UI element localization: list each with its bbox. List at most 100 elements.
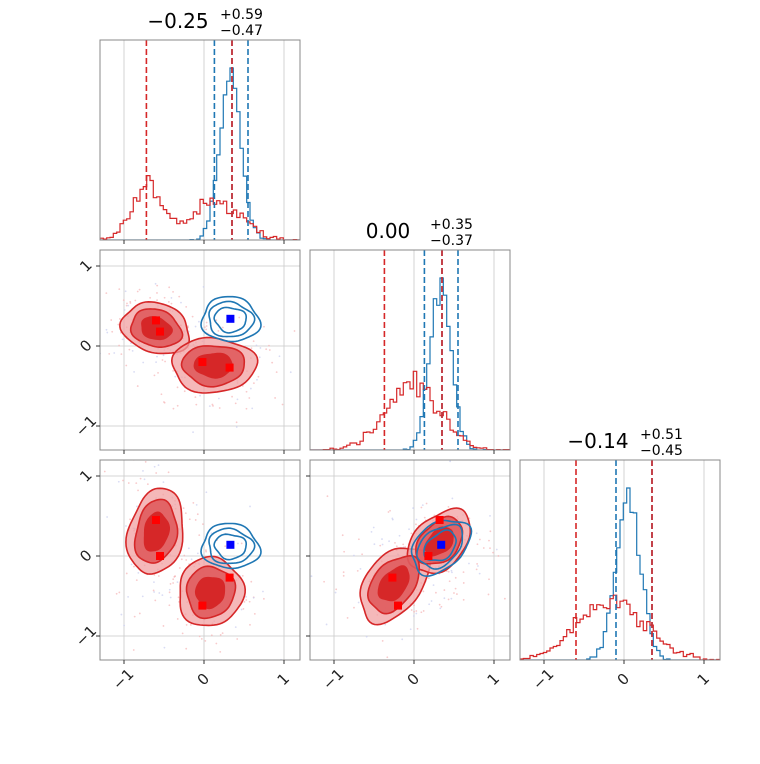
- sample-point: [192, 431, 194, 434]
- title-minus: −0.45: [640, 443, 683, 459]
- sample-point: [251, 407, 254, 410]
- sample-point: [361, 553, 364, 556]
- sample-point: [185, 306, 188, 308]
- sample-point: [185, 624, 188, 626]
- sample-point: [237, 542, 239, 545]
- sample-point: [497, 555, 500, 557]
- sample-point: [176, 386, 179, 389]
- sample-point: [196, 552, 199, 555]
- sample-point: [427, 577, 430, 580]
- sample-point: [398, 534, 401, 537]
- sample-point: [262, 597, 265, 600]
- sample-point: [386, 656, 389, 659]
- sample-point: [137, 571, 140, 574]
- y-tick-label: −1: [72, 412, 100, 440]
- blue-marker: [226, 314, 235, 323]
- sample-point: [194, 325, 197, 328]
- sample-point: [234, 402, 237, 405]
- sample-point: [173, 576, 176, 578]
- sample-point: [164, 360, 166, 363]
- sample-point: [153, 573, 156, 576]
- sample-point: [149, 296, 152, 299]
- sample-point: [343, 550, 346, 553]
- blue-contour: [213, 306, 247, 334]
- sample-point: [189, 624, 192, 626]
- sample-point: [111, 330, 114, 333]
- sample-point: [204, 326, 206, 329]
- sample-point: [236, 638, 239, 640]
- sample-point: [127, 596, 129, 598]
- sample-point: [176, 581, 179, 584]
- sample-point: [199, 394, 201, 397]
- sample-point: [249, 623, 251, 626]
- sample-point: [154, 282, 157, 285]
- sample-point: [379, 544, 382, 547]
- sample-point: [117, 480, 120, 483]
- sample-point: [127, 482, 130, 484]
- x-tick-label: 1: [694, 670, 713, 689]
- sample-point: [156, 292, 158, 294]
- red-marker: [156, 327, 164, 336]
- sample-point: [168, 588, 171, 591]
- blue-contour: [415, 523, 464, 570]
- sample-point: [334, 591, 337, 594]
- sample-point: [152, 589, 155, 592]
- x-tick-label: −1: [319, 665, 347, 693]
- sample-point: [353, 606, 355, 609]
- sample-point: [408, 528, 410, 531]
- sample-point: [118, 591, 121, 594]
- sample-point: [113, 352, 116, 354]
- sample-point: [372, 526, 375, 529]
- sample-point: [194, 519, 197, 521]
- blue-contour: [208, 527, 256, 565]
- sample-point: [138, 288, 141, 291]
- sample-point: [146, 483, 149, 486]
- sample-point: [450, 597, 453, 600]
- sample-point: [172, 369, 175, 372]
- sample-point: [262, 590, 264, 593]
- x-tick-label: 0: [404, 670, 423, 689]
- sample-point: [142, 470, 144, 472]
- sample-point: [156, 284, 159, 287]
- sample-point: [185, 647, 188, 650]
- title-minus: −0.37: [430, 233, 473, 249]
- panel-2-0-content: [103, 460, 282, 660]
- title-median: −0.14: [567, 429, 628, 453]
- sample-point: [257, 375, 260, 378]
- sample-point: [451, 571, 453, 574]
- red-histogram: [520, 594, 720, 660]
- sample-point: [326, 495, 329, 498]
- sample-point: [158, 592, 161, 594]
- sample-point: [422, 610, 425, 612]
- sample-point: [219, 650, 222, 653]
- sample-point: [475, 532, 478, 535]
- sample-point: [126, 302, 128, 305]
- panel-frame: [309, 249, 511, 451]
- sample-point: [176, 404, 179, 407]
- blue-marker: [226, 540, 235, 549]
- sample-point: [157, 575, 160, 577]
- red-marker: [152, 316, 160, 325]
- sample-point: [161, 594, 164, 596]
- panel-2-1-content: [310, 460, 506, 659]
- x-tick-label: −1: [109, 665, 137, 693]
- sample-point: [205, 325, 208, 327]
- sample-point: [221, 632, 224, 635]
- sample-point: [185, 559, 188, 561]
- sample-point: [413, 604, 415, 607]
- sample-point: [410, 609, 413, 611]
- sample-point: [136, 290, 139, 293]
- sample-point: [118, 344, 120, 347]
- sample-point: [183, 390, 186, 393]
- sample-point: [176, 618, 179, 620]
- sample-point: [133, 371, 135, 373]
- sample-point: [250, 580, 253, 583]
- sample-point: [249, 387, 252, 390]
- sample-point: [488, 578, 490, 581]
- red-histogram: [310, 370, 510, 450]
- sample-point: [180, 301, 182, 304]
- sample-point: [136, 505, 138, 508]
- blue-marker: [437, 540, 446, 549]
- sample-point: [138, 612, 141, 615]
- sample-point: [202, 285, 205, 288]
